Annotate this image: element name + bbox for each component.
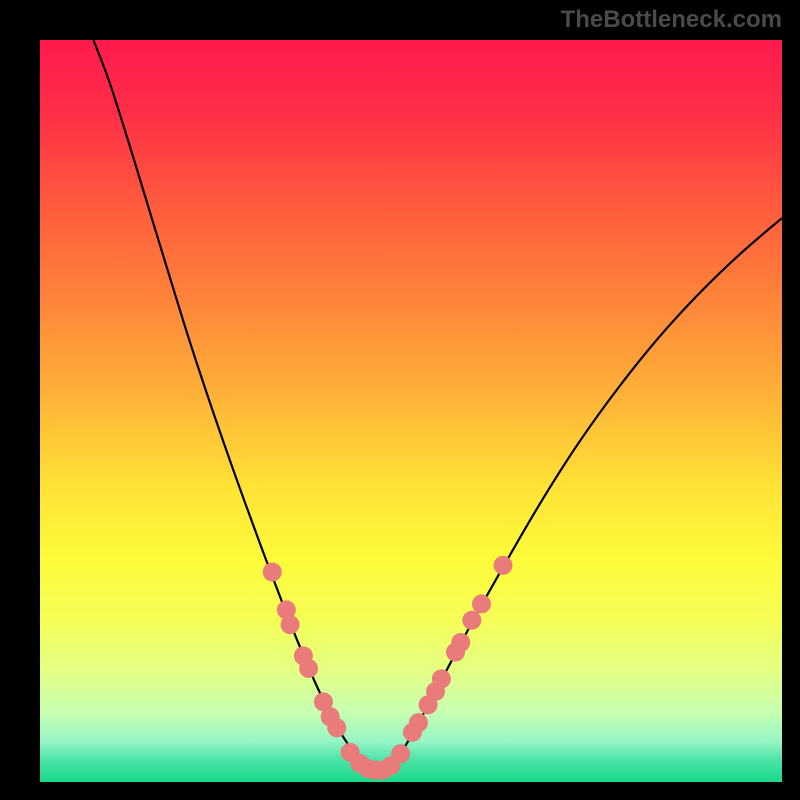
- data-point-left: [263, 563, 282, 582]
- data-point-right: [451, 633, 470, 652]
- data-point-left: [299, 659, 318, 678]
- data-point-right: [472, 594, 491, 613]
- data-point-right: [409, 713, 428, 732]
- chart-overlay: [0, 0, 800, 800]
- data-point-left: [327, 718, 346, 737]
- data-point-right: [462, 611, 481, 630]
- data-point-left: [281, 615, 300, 634]
- data-point-right: [432, 669, 451, 688]
- curve-left-branch: [93, 40, 377, 771]
- data-point-right: [494, 556, 513, 575]
- data-point-bottom: [391, 744, 410, 763]
